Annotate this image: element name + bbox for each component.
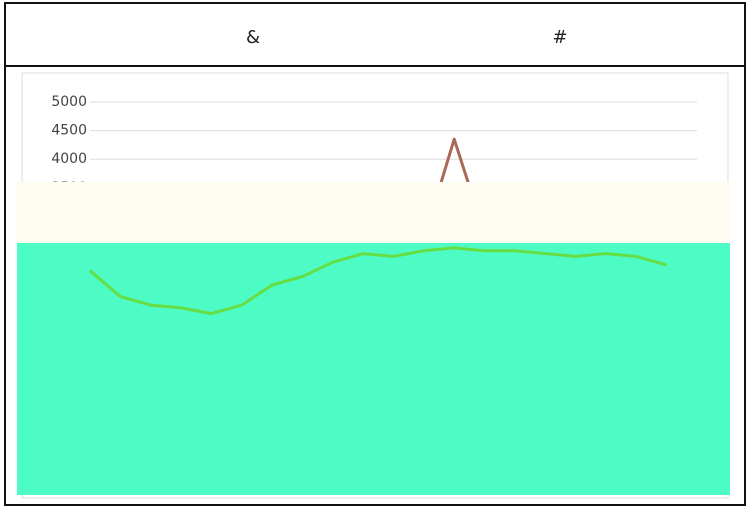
header-cell: & xyxy=(246,27,260,48)
y-tick-label: 5000 xyxy=(51,94,87,110)
series-line xyxy=(89,246,668,316)
overlay xyxy=(17,243,730,495)
overlay xyxy=(17,182,730,243)
header-cell: # xyxy=(552,27,567,48)
y-tick-label: 4000 xyxy=(51,151,87,167)
y-tick-label: 4500 xyxy=(51,123,87,139)
table-border xyxy=(4,2,746,506)
